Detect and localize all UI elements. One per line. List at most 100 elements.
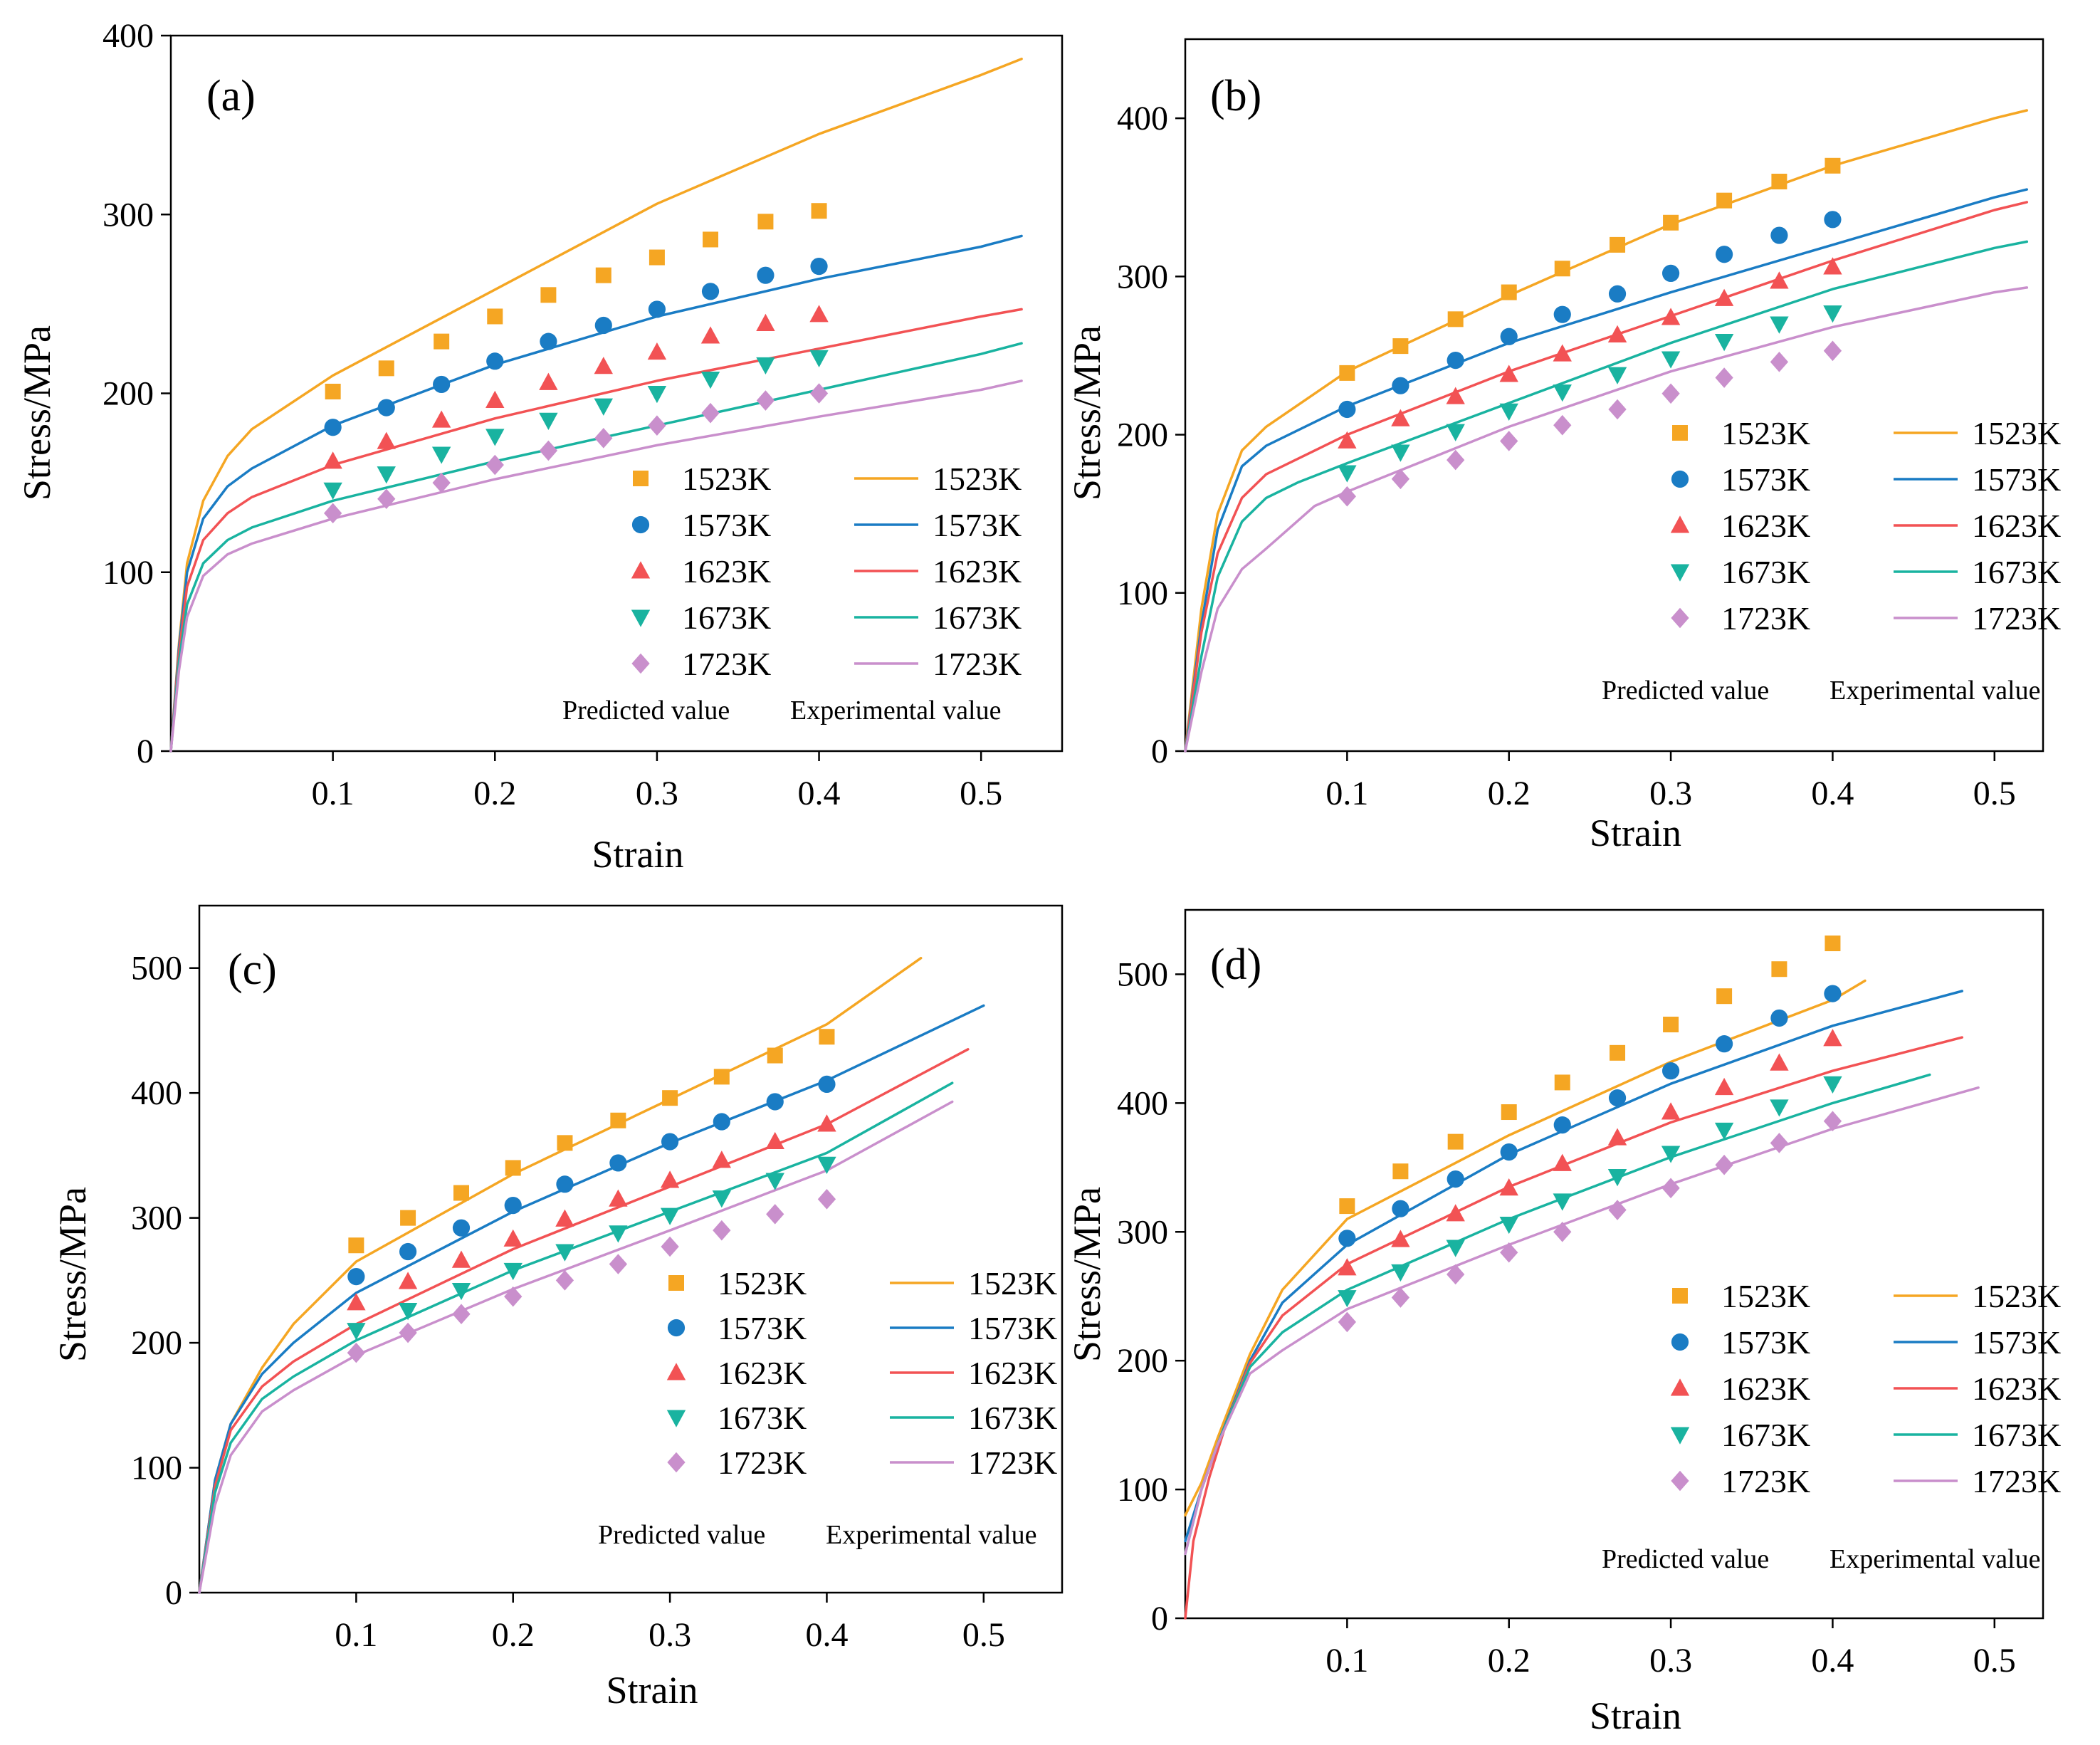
predicted-point-1673K <box>1553 384 1572 402</box>
predicted-point-1623K <box>1391 1230 1410 1247</box>
plot-frame <box>198 904 1064 1594</box>
predicted-point-1623K <box>431 410 451 428</box>
predicted-point-1523K <box>1610 236 1626 253</box>
y-tick-label: 100 <box>1117 1471 1168 1509</box>
predicted-point-1573K <box>1661 1062 1680 1080</box>
panel-b: 0.1 0.2 0.3 0.4 0.5 0 100 200 300 400 Strain Stress… <box>1066 38 2061 854</box>
predicted-point-1673K <box>817 1156 836 1174</box>
panel-d: 0.1 0.2 0.3 0.4 0.5 0 100 200 300 400 500 Strain Str… <box>1066 908 2061 1737</box>
y-tick-label: 300 <box>1117 258 1168 295</box>
y-tick-label: 200 <box>1117 1342 1168 1380</box>
legend-marker-1723K <box>631 653 650 674</box>
legend-marker-1673K <box>666 1410 686 1427</box>
x-tick-label: 0.3 <box>636 775 678 812</box>
predicted-point-1623K <box>398 1272 418 1289</box>
predicted-point-1523K <box>662 1090 678 1106</box>
predicted-point-1623K <box>660 1170 680 1188</box>
y-tick-label: 0 <box>165 1574 182 1612</box>
predicted-point-1673K <box>539 412 558 430</box>
predicted-point-1623K <box>503 1229 523 1247</box>
predicted-point-1573K <box>757 266 775 284</box>
x-tick-label: 0.1 <box>1325 775 1368 812</box>
legend-label: 1573K <box>933 507 1022 543</box>
predicted-point-1573K <box>1553 305 1571 323</box>
predicted-point-1723K <box>609 1254 628 1274</box>
experimental-curve-1673K <box>1184 1073 1931 1556</box>
predicted-point-1523K <box>1663 1017 1679 1033</box>
predicted-point-1723K <box>1608 1200 1627 1220</box>
predicted-point-1523K <box>400 1210 416 1226</box>
predicted-point-1723K <box>1661 383 1680 404</box>
predicted-point-1573K <box>1770 226 1788 244</box>
panel-c: 0.1 0.2 0.3 0.4 0.5 0 100 200 300 400 500 Strain Str… <box>51 904 1064 1712</box>
x-tick-label: 0.5 <box>1973 1642 2016 1680</box>
legend-label: 1673K <box>718 1400 807 1436</box>
predicted-point-1723K <box>756 390 775 411</box>
predicted-point-1723K <box>766 1204 784 1225</box>
legend-footer-experimental: Experimental value <box>1829 676 2041 706</box>
predicted-point-1723K <box>1338 1311 1357 1333</box>
predicted-point-1523K <box>767 1047 783 1064</box>
legend-marker-1623K <box>631 561 651 579</box>
predicted-point-1723K <box>1500 1242 1518 1263</box>
predicted-point-1523K <box>1339 365 1355 381</box>
legend-label: 1673K <box>1972 554 2061 590</box>
x-tick-label: 0.1 <box>1325 1642 1368 1680</box>
panel-label: (b) <box>1210 72 1261 120</box>
y-tick-label: 100 <box>131 1450 182 1487</box>
predicted-point-1673K <box>485 429 505 446</box>
predicted-point-1523K <box>434 333 450 350</box>
experimental-curve-1673K <box>1184 240 2029 753</box>
experimental-curve-1523K <box>1184 979 1867 1517</box>
predicted-point-1523K <box>505 1160 521 1176</box>
experimental-curve-1673K <box>198 1081 954 1594</box>
legend-marker-1723K <box>1671 1470 1689 1492</box>
y-tick-label: 500 <box>131 950 182 987</box>
x-tick-label: 0.3 <box>1649 775 1692 812</box>
x-tick-label: 0.4 <box>798 775 841 812</box>
predicted-point-1623K <box>347 1293 366 1311</box>
y-axis-title: Stress/MPa <box>16 325 58 501</box>
predicted-point-1523K <box>1392 338 1409 355</box>
y-tick-label: 300 <box>103 196 154 234</box>
x-tick-label: 0.2 <box>1488 1642 1531 1680</box>
predicted-point-1723K <box>713 1220 731 1241</box>
predicted-point-1673K <box>1446 1240 1465 1257</box>
experimental-curve-1723K <box>169 379 1023 753</box>
predicted-point-1673K <box>1714 1122 1734 1141</box>
y-tick-label: 200 <box>1117 416 1168 454</box>
predicted-point-1573K <box>1824 211 1842 229</box>
legend-marker-1623K <box>666 1363 686 1380</box>
predicted-point-1673K <box>323 482 342 500</box>
predicted-point-1523K <box>1771 961 1787 978</box>
legend-footer-predicted: Predicted value <box>1602 1544 1769 1574</box>
predicted-point-1673K <box>555 1244 574 1262</box>
predicted-point-1723K <box>347 1342 366 1363</box>
predicted-point-1723K <box>1391 1287 1410 1308</box>
predicted-point-1573K <box>452 1219 471 1237</box>
predicted-point-1723K <box>539 440 558 461</box>
predicted-point-1523K <box>713 1069 730 1085</box>
predicted-point-1623K <box>1607 1128 1627 1146</box>
legend-label: 1623K <box>933 553 1022 589</box>
x-tick-label: 0.5 <box>960 775 1002 812</box>
predicted-point-1573K <box>324 419 342 436</box>
predicted-point-1623K <box>1770 271 1789 289</box>
predicted-point-1673K <box>700 371 720 389</box>
legend-label: 1673K <box>682 599 771 636</box>
predicted-point-1523K <box>595 267 611 283</box>
predicted-point-1623K <box>485 390 505 408</box>
predicted-point-1573K <box>347 1268 365 1286</box>
predicted-point-1523K <box>557 1135 573 1151</box>
predicted-point-1723K <box>399 1322 417 1343</box>
predicted-point-1573K <box>486 352 504 370</box>
legend-marker-1573K <box>1671 470 1689 488</box>
predicted-point-1673K <box>503 1262 523 1281</box>
legend-label: 1523K <box>682 461 771 497</box>
predicted-point-1623K <box>1770 1053 1789 1071</box>
legend-marker-1623K <box>1670 515 1690 533</box>
legend-label: 1623K <box>1972 1371 2061 1407</box>
predicted-point-1573K <box>1824 985 1842 1002</box>
x-tick-label: 0.2 <box>473 775 516 812</box>
predicted-point-1623K <box>1391 409 1410 426</box>
